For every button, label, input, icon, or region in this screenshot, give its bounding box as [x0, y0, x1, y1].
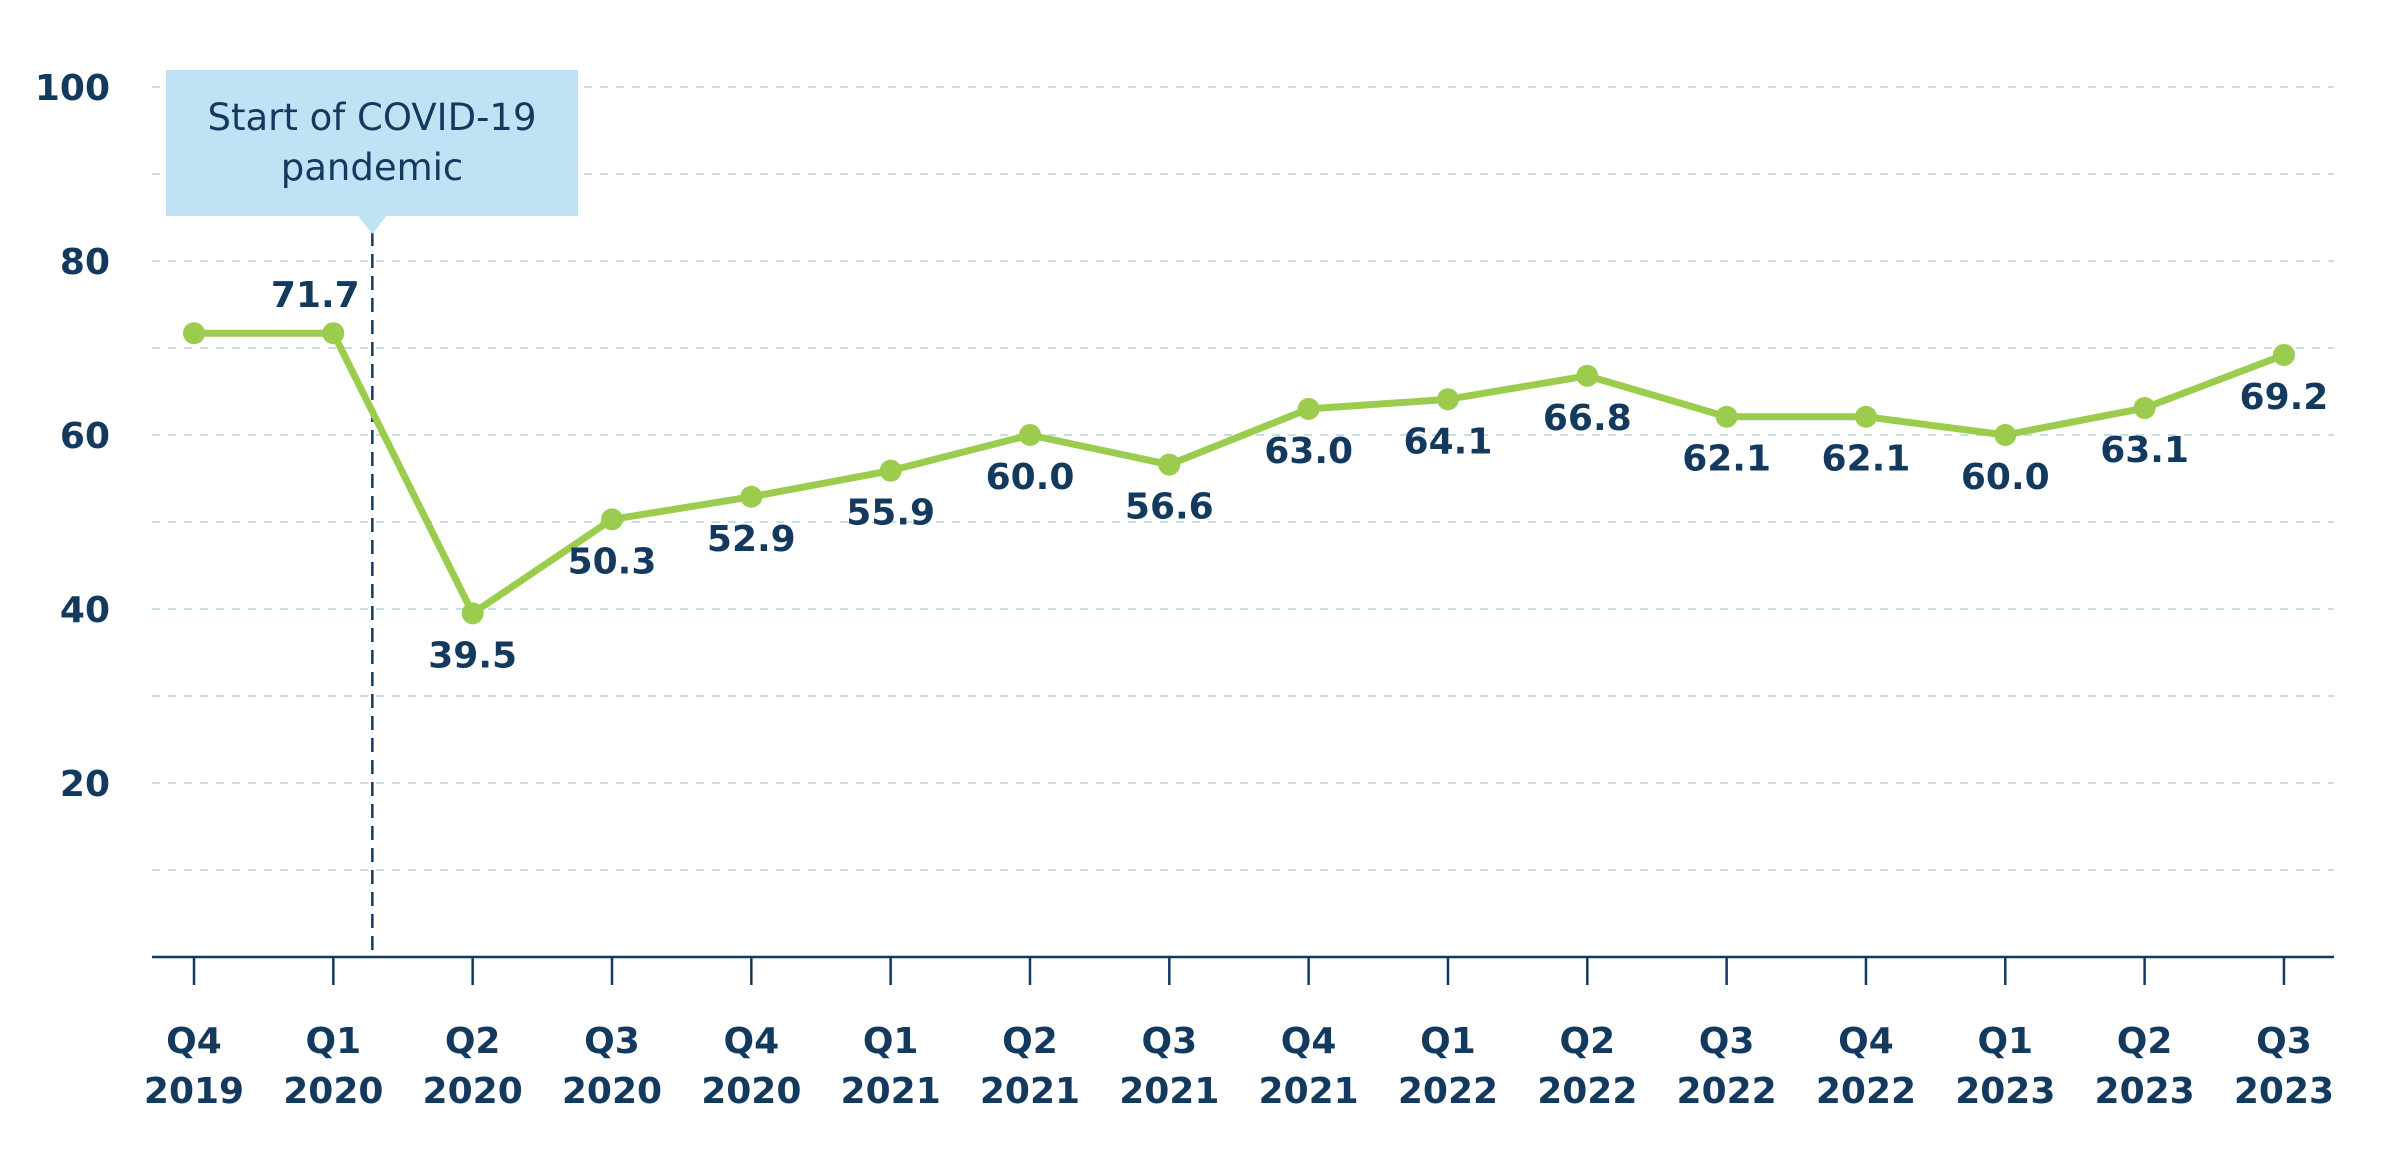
x-tick-label-line: 2023: [2095, 1071, 2195, 1112]
x-tick-label-line: Q4: [1838, 1021, 1894, 1062]
data-point-11: [1715, 405, 1738, 428]
data-point-15: [2272, 343, 2295, 366]
data-label-3: 50.3: [568, 541, 657, 582]
x-tick-label-13: Q1 2023: [1955, 1021, 2055, 1112]
x-tick-label-line: Q2: [2117, 1021, 2173, 1062]
data-point-12: [1854, 405, 1877, 428]
data-point-9: [1436, 388, 1459, 411]
data-point-14: [2133, 397, 2156, 420]
annotation-text: Start of COVID-19 pandemic: [207, 96, 536, 189]
data-label-1: 71.7: [271, 275, 360, 316]
y-tick-label-40: 40: [60, 590, 110, 631]
x-tick-label-line: 2021: [1259, 1071, 1359, 1112]
data-point-7: [1158, 453, 1181, 476]
x-tick-label-14: Q2 2023: [2095, 1021, 2195, 1112]
x-tick-label-line: Q1: [863, 1021, 919, 1062]
x-tick-label-line: Q4: [166, 1021, 222, 1062]
x-tick-label-line: Q4: [723, 1021, 779, 1062]
data-label-6: 60.0: [986, 457, 1075, 498]
data-point-1: [322, 322, 345, 345]
x-tick-label-line: Q1: [1420, 1021, 1476, 1062]
data-label-10: 66.8: [1543, 398, 1632, 439]
x-tick-label-8: Q4 2021: [1259, 1021, 1359, 1112]
annotation-pointer: [358, 216, 387, 234]
data-label-9: 64.1: [1404, 421, 1493, 462]
y-tick-label-20: 20: [60, 764, 110, 805]
series-line: [183, 322, 2295, 625]
x-tick-label-line: Q1: [306, 1021, 362, 1062]
x-tick-label-line: Q2: [445, 1021, 501, 1062]
x-tick-label-line: 2022: [1816, 1071, 1916, 1112]
x-tick-label-11: Q3 2022: [1677, 1021, 1777, 1112]
x-tick-label-line: 2020: [701, 1071, 801, 1112]
data-point-6: [1018, 424, 1041, 446]
series-line-path: [190, 329, 2288, 617]
x-tick-label-12: Q4 2022: [1816, 1021, 1916, 1112]
data-label-7: 56.6: [1125, 487, 1214, 528]
x-tick-label-line: Q3: [2256, 1021, 2312, 1062]
data-point-8: [1297, 397, 1320, 420]
y-tick-label-80: 80: [60, 242, 110, 283]
data-labels: 71.7 39.5 50.3 52.9 55.9 60.0 56.6 63.0 64.1 66.8…: [271, 275, 2328, 676]
x-tick-label-line: 2020: [423, 1071, 523, 1112]
data-label-14: 63.1: [2100, 430, 2189, 471]
data-label-8: 63.0: [1264, 431, 1353, 472]
x-tick-label-10: Q2 2022: [1537, 1021, 1637, 1112]
data-label-11: 62.1: [1682, 439, 1771, 480]
x-tick-label-line: Q3: [1141, 1021, 1197, 1062]
x-tick-label-line: 2020: [283, 1071, 383, 1112]
x-tick-label-line: 2019: [144, 1071, 244, 1112]
data-label-12: 62.1: [1822, 439, 1911, 480]
x-tick-label-9: Q1 2022: [1398, 1021, 1498, 1112]
x-tick-label-line: Q2: [1559, 1021, 1615, 1062]
x-tick-label-line: Q1: [1977, 1021, 2033, 1062]
x-tick-label-3: Q3 2020: [562, 1021, 662, 1112]
x-tick-label-7: Q3 2021: [1119, 1021, 1219, 1112]
y-tick-label-60: 60: [60, 416, 110, 457]
data-label-15: 69.2: [2240, 377, 2329, 418]
data-point-2: [461, 602, 484, 625]
x-tick-label-15: Q3 2023: [2234, 1021, 2334, 1112]
x-tick-label-2: Q2 2020: [423, 1021, 523, 1112]
annotation-text-line: Start of COVID-19: [207, 96, 536, 139]
x-tick-label-line: 2021: [841, 1071, 941, 1112]
x-tick-label-4: Q4 2020: [701, 1021, 801, 1112]
x-tick-label-line: Q3: [584, 1021, 640, 1062]
y-axis: 20 40 60 80 100: [35, 68, 110, 805]
x-tick-label-line: Q3: [1699, 1021, 1755, 1062]
data-label-2: 39.5: [428, 635, 517, 676]
x-tick-label-line: 2021: [980, 1071, 1080, 1112]
x-tick-label-line: Q2: [1002, 1021, 1058, 1062]
annotation-text-line: pandemic: [281, 146, 464, 189]
x-tick-label-line: 2022: [1537, 1071, 1637, 1112]
covid-annotation: Start of COVID-19 pandemic: [166, 70, 578, 957]
x-tick-label-6: Q2 2021: [980, 1021, 1080, 1112]
x-tick-label-line: 2022: [1677, 1071, 1777, 1112]
data-label-13: 60.0: [1961, 457, 2050, 498]
x-tick-label-line: 2020: [562, 1071, 662, 1112]
data-point-4: [740, 485, 763, 508]
data-point-3: [600, 508, 623, 531]
x-tick-label-line: Q4: [1281, 1021, 1337, 1062]
x-tick-label-line: 2023: [2234, 1071, 2334, 1112]
x-tick-label-line: 2023: [1955, 1071, 2055, 1112]
x-tick-label-line: 2022: [1398, 1071, 1498, 1112]
data-point-13: [1994, 424, 2017, 446]
data-point-5: [879, 459, 902, 482]
x-tick-label-5: Q1 2021: [841, 1021, 941, 1112]
data-label-4: 52.9: [707, 519, 796, 560]
data-point-0: [183, 322, 205, 345]
x-tick-label-0: Q4 2019: [144, 1021, 244, 1112]
annotation-box: [166, 70, 578, 216]
x-tick-label-1: Q1 2020: [283, 1021, 383, 1112]
y-tick-label-100: 100: [35, 68, 110, 109]
data-label-5: 55.9: [846, 493, 935, 534]
data-point-10: [1576, 364, 1599, 387]
x-axis: Q4 2019 Q1 2020 Q2 2020 Q3 2020 Q4 2020 Q1 2021 Q2 20…: [144, 955, 2334, 1112]
x-tick-label-line: 2021: [1119, 1071, 1219, 1112]
